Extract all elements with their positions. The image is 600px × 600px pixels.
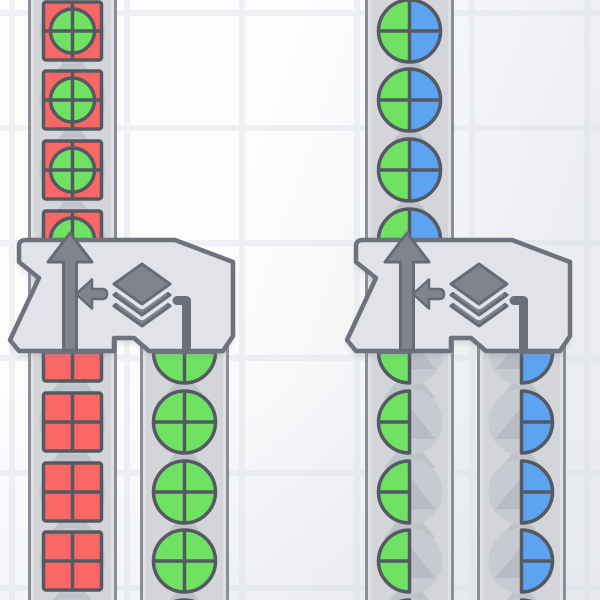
shape-item-half-circle-green-left [376,389,443,455]
belt-edge-highlight [560,338,563,600]
shape-item-circle-green-blue [376,0,443,64]
up-arrow-icon [383,231,431,352]
left-arrow-icon [411,278,446,310]
shape-item-circle-green [151,528,218,594]
input-pipe-icon [509,296,528,353]
input-pipe-icon [172,296,191,353]
shape-item-half-circle-blue-right [488,459,555,525]
stack-layers-icon [446,259,512,331]
shape-item-circle-on-square [39,67,106,133]
shape-item-circle-green [151,389,218,455]
stack-layer [112,262,172,306]
belt-edge-highlight [143,338,146,600]
stack-layer [449,262,509,306]
belt-edge-highlight [223,338,226,600]
stack-layers-icon [109,259,175,331]
left-arrow-icon [74,278,109,310]
shape-item-half-circle-green-left [376,528,443,594]
stacker-machine-right[interactable] [344,231,573,356]
shape-item-square-red [39,528,106,594]
shape-item-circle-green-blue [376,67,443,133]
shape-item-square-red [39,389,106,455]
shape-item-half-circle-green-left [376,459,443,525]
shape-item-square-red [39,459,106,525]
shape-item-half-circle-blue-right [488,528,555,594]
shape-item-circle-on-square [39,0,106,64]
stacker-machine-left[interactable] [7,231,236,356]
up-arrow-icon [46,231,94,352]
shape-item-circle-green-blue [376,137,443,203]
shape-item-circle-green [151,459,218,525]
belt-lane-right-secondary-input[interactable] [477,319,566,600]
shape-item-circle-on-square [39,137,106,203]
belt-edge-highlight [480,338,483,600]
shape-item-half-circle-blue-right [488,389,555,455]
belt-lane-left-secondary-input[interactable] [140,319,229,600]
